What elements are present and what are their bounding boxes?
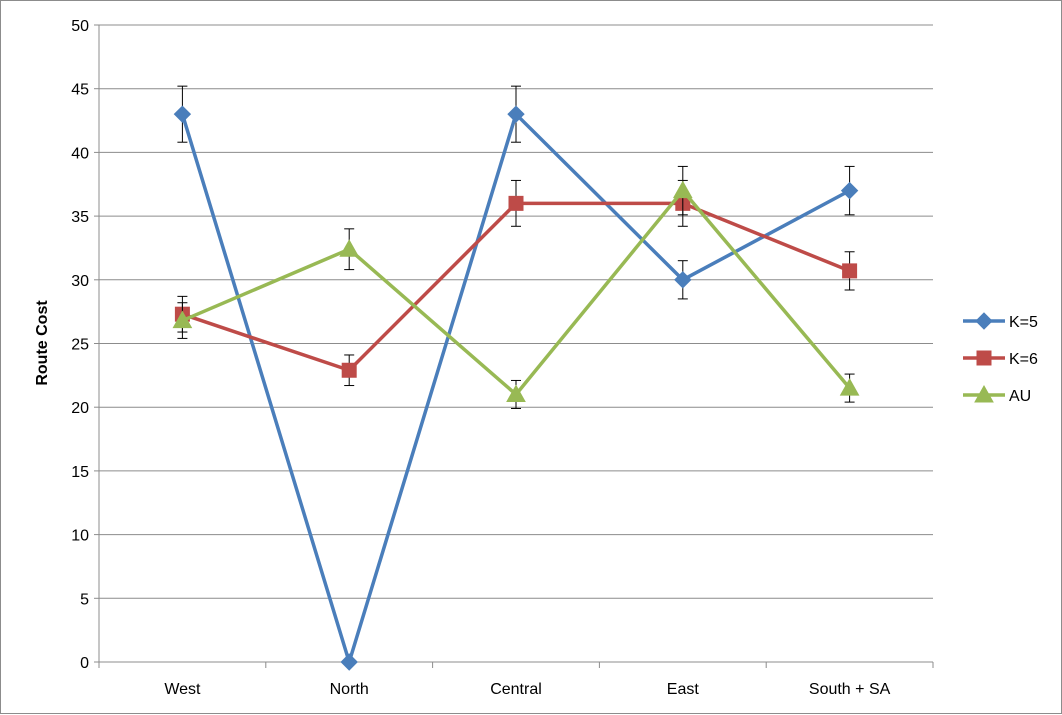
legend-label: AU — [1009, 388, 1031, 405]
legend-label: K=5 — [1009, 314, 1038, 331]
series-au — [172, 165, 860, 409]
y-tick-label: 10 — [71, 528, 89, 545]
y-tick-label: 25 — [71, 337, 89, 354]
data-point — [842, 263, 858, 279]
data-point — [506, 384, 526, 402]
y-tick-label: 45 — [71, 82, 89, 99]
x-tick-label: West — [164, 681, 201, 698]
legend: K=5 K=6 AU — [963, 312, 1038, 405]
data-point — [340, 653, 358, 671]
x-tick-label: Central — [490, 681, 542, 698]
axes: 0 5 10 15 20 25 30 35 40 45 50 West North Central East… — [71, 18, 934, 698]
data-point — [507, 105, 525, 123]
series-k-6 — [174, 179, 858, 387]
series-group — [172, 85, 860, 671]
data-point — [339, 239, 360, 257]
legend-marker — [974, 384, 994, 403]
series-k-5 — [173, 85, 859, 671]
legend-label: K=6 — [1009, 351, 1038, 368]
data-point — [508, 195, 524, 211]
data-point — [172, 310, 193, 329]
data-point — [173, 105, 192, 123]
data-point — [674, 271, 692, 289]
data-point — [672, 180, 693, 199]
x-tick-label: North — [330, 681, 369, 698]
legend-marker — [975, 312, 993, 330]
y-tick-label: 40 — [71, 145, 89, 162]
y-tick-label: 5 — [80, 591, 89, 608]
data-point — [839, 378, 860, 396]
y-tick-label: 50 — [71, 18, 89, 35]
y-tick-label: 20 — [71, 400, 89, 417]
legend-item: K=6 — [963, 350, 1038, 368]
y-tick-label: 35 — [71, 209, 89, 226]
y-axis-title: Route Cost — [34, 300, 51, 386]
legend-item: AU — [963, 384, 1031, 405]
series-line — [181, 201, 851, 373]
x-tick-label: East — [667, 681, 700, 698]
y-tick-label: 0 — [80, 655, 89, 672]
data-point — [840, 181, 859, 200]
y-tick-label: 30 — [71, 273, 89, 290]
y-tick-label: 15 — [71, 464, 89, 481]
legend-item: K=5 — [963, 312, 1038, 331]
legend-marker — [976, 350, 992, 366]
x-tick-label: South + SA — [809, 681, 891, 698]
data-point — [341, 362, 357, 378]
